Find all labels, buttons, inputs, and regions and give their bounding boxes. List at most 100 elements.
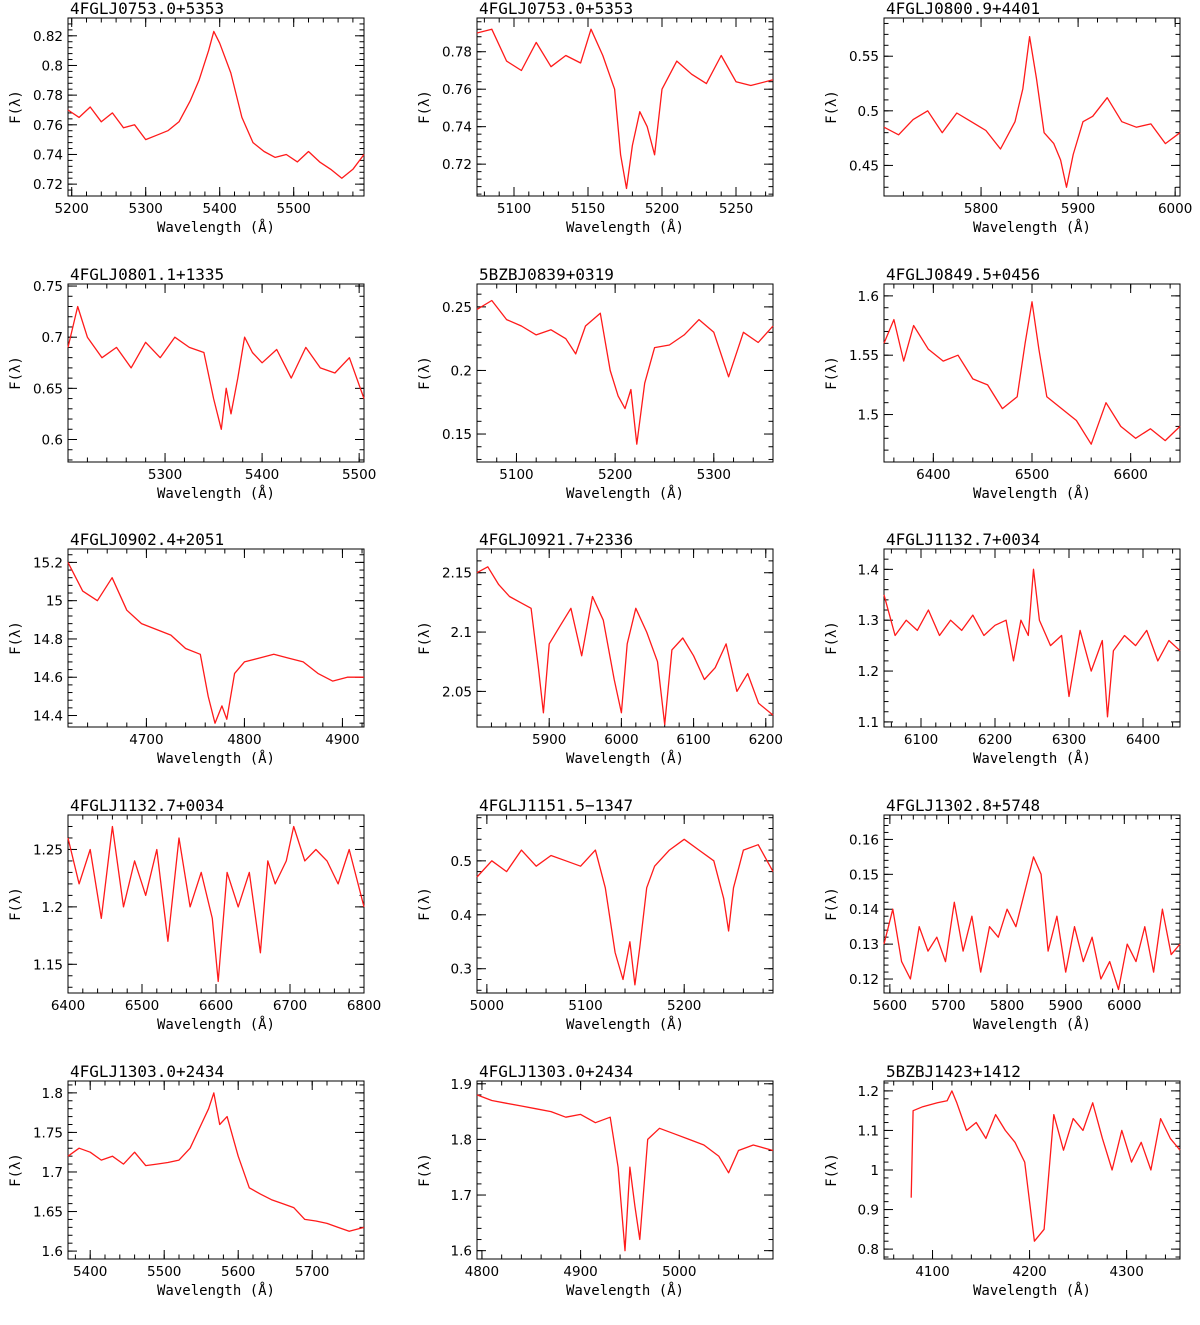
y-tick-label: 14.4 (33, 709, 63, 725)
y-tick-label: 0.76 (33, 118, 63, 134)
y-tick-label: 1.6 (451, 1244, 472, 1260)
panel-title: 4FGLJ0800.9+4401 (886, 0, 1040, 18)
spectrum-line (476, 838, 774, 986)
spectrum-line (883, 568, 1181, 718)
y-tick-label: 0.5 (858, 104, 879, 120)
y-tick-label: 1.75 (33, 1125, 63, 1141)
y-tick-label: 2.15 (442, 566, 472, 582)
panel-title: 4FGLJ1132.7+0034 (70, 796, 224, 815)
x-axis-label: Wavelength (Å) (566, 750, 684, 767)
spectrum-line (910, 1090, 1181, 1242)
spectrum-panel-14: 4FGLJ1303.0+2434 4800 4900 5000 1.6 1.7 1.8 1.9… (417, 1062, 774, 1299)
spectrum-panel-15: 5BZBJ1423+1412 4100 4200 4300 0.8 0.9 1 1.1 1.2 W… (824, 1062, 1181, 1299)
y-tick-label: 0.74 (442, 120, 472, 136)
x-tick-label: 5500 (342, 467, 376, 483)
y-tick-label: 1.4 (858, 562, 879, 578)
y-axis-label: F(λ) (417, 621, 433, 655)
y-tick-label: 0.16 (849, 832, 879, 848)
y-tick-label: 0.4 (451, 908, 472, 924)
x-tick-label: 6200 (749, 732, 783, 748)
x-tick-label: 5200 (667, 998, 701, 1014)
x-tick-label: 5700 (295, 1264, 329, 1280)
spectrum-line (476, 299, 774, 445)
y-tick-label: 0.15 (442, 427, 472, 443)
plot-frame (883, 814, 1181, 994)
plot-frame (883, 1080, 1181, 1260)
x-axis-label: Wavelength (Å) (566, 1016, 684, 1033)
y-axis-label: F(λ) (824, 356, 840, 390)
x-tick-label: 6100 (904, 732, 938, 748)
x-axis-label: Wavelength (Å) (157, 219, 275, 236)
spectrum-line (67, 30, 365, 179)
y-tick-label: 1.7 (42, 1165, 63, 1181)
x-axis-label: Wavelength (Å) (973, 1282, 1091, 1299)
x-tick-label: 6000 (604, 732, 638, 748)
x-tick-label: 6400 (1126, 732, 1160, 748)
y-tick-label: 0.2 (451, 363, 472, 379)
y-tick-label: 1.8 (451, 1132, 472, 1148)
x-tick-label: 5000 (470, 998, 504, 1014)
y-tick-label: 0.8 (42, 58, 63, 74)
x-tick-label: 5100 (568, 998, 602, 1014)
y-axis-label: F(λ) (824, 887, 840, 921)
y-axis-label: F(λ) (8, 887, 24, 921)
x-tick-label: 5800 (964, 201, 998, 217)
y-tick-label: 1 (870, 1163, 879, 1179)
x-tick-label: 6400 (916, 467, 950, 483)
y-tick-label: 0.14 (849, 902, 879, 918)
y-tick-label: 0.13 (849, 937, 879, 953)
plot-frame (883, 548, 1181, 728)
y-axis-label: F(λ) (417, 1153, 433, 1187)
spectrum-line (476, 1094, 774, 1252)
x-axis-label: Wavelength (Å) (973, 485, 1091, 502)
y-tick-label: 1.65 (33, 1205, 63, 1221)
y-tick-label: 0.82 (33, 29, 63, 45)
x-tick-label: 6500 (125, 998, 159, 1014)
y-tick-label: 1.5 (858, 408, 879, 424)
y-tick-label: 14.8 (33, 632, 63, 648)
plot-frame (67, 1080, 365, 1260)
x-tick-label: 5200 (598, 467, 632, 483)
spectrum-line (883, 301, 1181, 445)
y-tick-label: 1.7 (451, 1188, 472, 1204)
x-tick-label: 4700 (129, 732, 163, 748)
y-tick-label: 0.76 (442, 82, 472, 98)
panel-title: 4FGLJ0902.4+2051 (70, 530, 224, 549)
x-tick-label: 6000 (1158, 201, 1192, 217)
y-axis-label: F(λ) (417, 887, 433, 921)
y-tick-label: 1.15 (33, 957, 63, 973)
x-tick-label: 6000 (1107, 998, 1141, 1014)
y-tick-label: 0.6 (42, 432, 63, 448)
x-tick-label: 5250 (719, 201, 753, 217)
spectrum-panel-2: 4FGLJ0753.0+5353 5100 5150 5200 5250 0.72 0.74… (417, 0, 774, 236)
y-tick-label: 0.8 (858, 1242, 879, 1258)
spectrum-line (476, 566, 774, 726)
x-tick-label: 6300 (1052, 732, 1086, 748)
panel-title: 5BZBJ0839+0319 (479, 265, 614, 284)
x-tick-label: 5100 (499, 467, 533, 483)
x-tick-label: 5400 (245, 467, 279, 483)
plot-frame (883, 283, 1181, 463)
x-tick-label: 4800 (465, 1264, 499, 1280)
x-tick-label: 6600 (1113, 467, 1147, 483)
x-tick-label: 5400 (73, 1264, 107, 1280)
x-tick-label: 5700 (931, 998, 965, 1014)
spectrum-panel-10: 4FGLJ1132.7+0034 6400 6500 6600 6700 6800 1.15… (8, 796, 381, 1033)
y-tick-label: 0.74 (33, 147, 63, 163)
plot-frame (67, 283, 365, 463)
x-tick-label: 5150 (571, 201, 605, 217)
y-tick-label: 0.72 (33, 177, 63, 193)
panel-title: 4FGLJ1303.0+2434 (70, 1062, 224, 1081)
x-tick-label: 5500 (147, 1264, 181, 1280)
x-tick-label: 5400 (203, 201, 237, 217)
spectrum-panel-13: 4FGLJ1303.0+2434 5400 5500 5600 5700 1.6 1.65 1… (8, 1062, 365, 1299)
panel-title: 4FGLJ0801.1+1335 (70, 265, 224, 284)
panel-title: 4FGLJ1303.0+2434 (479, 1062, 633, 1081)
plot-frame (67, 814, 365, 994)
y-tick-label: 0.7 (42, 330, 63, 346)
y-tick-label: 1.1 (858, 1123, 879, 1139)
spectrum-line (883, 856, 1181, 991)
x-axis-label: Wavelength (Å) (566, 485, 684, 502)
x-tick-label: 4800 (227, 732, 261, 748)
